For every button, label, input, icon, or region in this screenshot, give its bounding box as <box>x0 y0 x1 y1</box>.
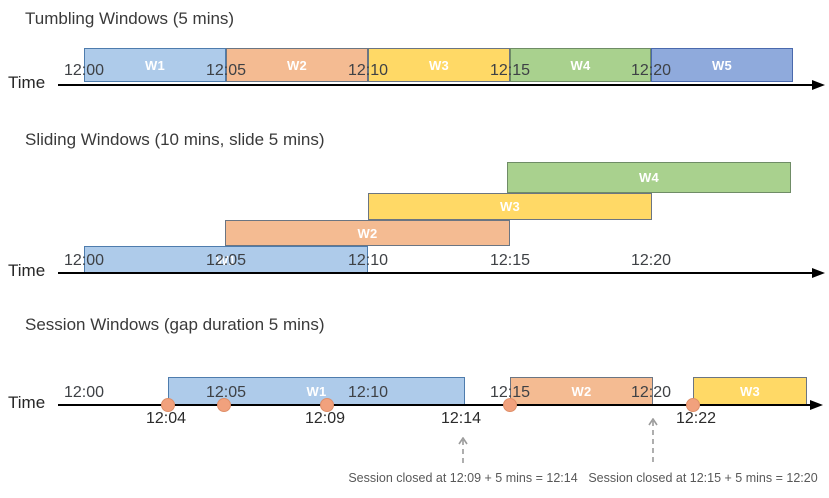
tumbling-tick-1220: 12:20 <box>630 62 672 79</box>
window-label: W1 <box>215 252 237 268</box>
window-label: W3 <box>499 199 521 214</box>
sliding-tick-1215: 12:15 <box>489 252 531 269</box>
session-axis-arrow-icon <box>810 400 823 410</box>
session-event-label-1214: 12:14 <box>440 410 482 427</box>
window-label: W1 <box>306 383 327 399</box>
tumbling-window-bar-w4: W4 <box>510 48 651 82</box>
window-label: W3 <box>739 383 761 399</box>
session-tick-1220: 12:20 <box>630 384 672 401</box>
session-tick-1205: 12:05 <box>205 384 247 401</box>
sliding-window-bar-w3: W3 <box>368 193 652 220</box>
sliding-window-bar-w4: W4 <box>507 162 791 193</box>
window-label: W2 <box>571 383 592 399</box>
sliding-tick-1200: 12:00 <box>63 252 105 269</box>
session-tick-1200: 12:00 <box>63 384 105 401</box>
tumbling-window-bar-w1: W1 <box>84 48 226 82</box>
window-label: W2 <box>357 225 378 241</box>
session-window-bar-w3: W3 <box>693 377 807 405</box>
tumbling-tick-1200: 12:00 <box>63 62 105 79</box>
tumbling-window-bar-w5: W5 <box>651 48 793 82</box>
session-close-annotation-2: Session closed at 12:15 + 5 mins = 12:20 <box>588 471 818 485</box>
sliding-time-axis <box>58 272 812 274</box>
session-event-label-1204: 12:04 <box>145 410 187 427</box>
annotation-arrow-icon <box>458 437 468 464</box>
tumbling-title: Tumbling Windows (5 mins) <box>25 9 235 28</box>
event-dot-1222 <box>686 398 700 412</box>
sliding-title: Sliding Windows (10 mins, slide 5 mins) <box>25 130 325 149</box>
session-time-axis <box>58 404 810 406</box>
window-label: W5 <box>711 57 733 73</box>
window-label: W4 <box>638 170 660 185</box>
tumbling-window-bar-w3: W3 <box>368 48 510 82</box>
window-label: W4 <box>570 57 591 73</box>
window-label: W2 <box>286 57 308 73</box>
event-dot-1215 <box>503 398 517 412</box>
sliding-tick-1210: 12:10 <box>347 252 389 269</box>
session-time-axis-label: Time <box>8 393 46 412</box>
session-close-annotation-1: Session closed at 12:09 + 5 mins = 12:14 <box>348 471 578 485</box>
sliding-time-axis-label: Time <box>8 261 46 280</box>
session-title: Session Windows (gap duration 5 mins) <box>25 315 325 334</box>
tumbling-time-axis <box>58 84 812 86</box>
event-dot-1205 <box>217 398 231 412</box>
session-tick-1210: 12:10 <box>347 384 389 401</box>
event-dot-1204 <box>161 398 175 412</box>
tumbling-tick-1215: 12:15 <box>489 62 531 79</box>
annotation-arrow-icon <box>648 418 658 462</box>
tumbling-axis-arrow-icon <box>812 80 825 90</box>
event-dot-1209 <box>320 398 334 412</box>
sliding-tick-1220: 12:20 <box>630 252 672 269</box>
session-tick-1215: 12:15 <box>489 384 531 401</box>
window-label: W1 <box>144 57 166 73</box>
tumbling-window-bar-w2: W2 <box>226 48 368 82</box>
tumbling-tick-1205: 12:05 <box>205 62 247 79</box>
session-event-label-1222: 12:22 <box>675 410 717 427</box>
sliding-tick-1205: 12:05 <box>205 252 247 269</box>
window-label: W3 <box>428 57 450 73</box>
tumbling-tick-1210: 12:10 <box>347 62 389 79</box>
session-window-bar-w2: W2 <box>510 377 653 405</box>
tumbling-time-axis-label: Time <box>8 73 46 92</box>
session-event-label-1209: 12:09 <box>304 410 346 427</box>
sliding-axis-arrow-icon <box>812 268 825 278</box>
sliding-window-bar-w2: W2 <box>225 220 510 246</box>
